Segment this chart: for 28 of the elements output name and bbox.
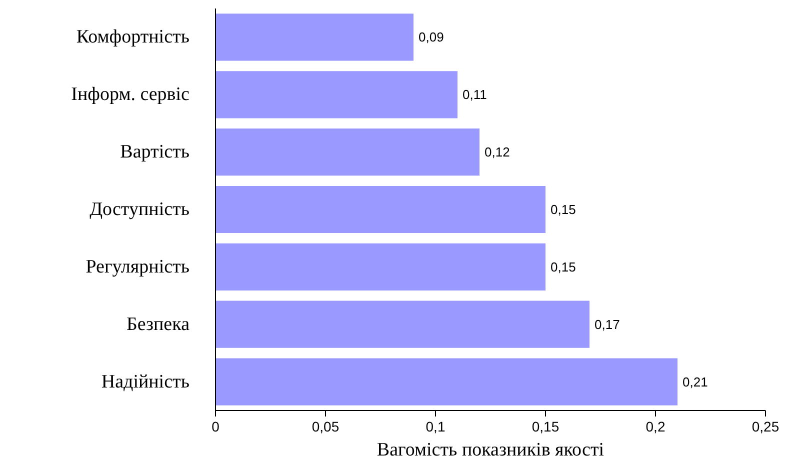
- y-tick-label: Доступність: [90, 199, 190, 220]
- bar: [216, 128, 480, 176]
- x-tick-label: 0,05: [312, 418, 340, 434]
- y-tick-label: Інформ. сервіс: [71, 84, 190, 106]
- x-axis-title: Вагомість показників якості: [376, 440, 604, 460]
- x-tick-label: 0,1: [426, 418, 446, 434]
- data-label: 0,21: [682, 374, 708, 390]
- x-tick-label: 0,25: [752, 418, 780, 434]
- data-label: 0,09: [418, 30, 444, 45]
- y-tick-label: Комфортність: [76, 26, 190, 48]
- data-label: 0,15: [550, 259, 576, 274]
- x-tick-label: 0,15: [532, 418, 560, 434]
- y-tick-label: Вартість: [120, 142, 190, 163]
- bar: [216, 14, 414, 61]
- x-tick-label: 0: [212, 418, 220, 434]
- bar: [216, 243, 546, 290]
- bar: [216, 358, 678, 406]
- bar: [216, 71, 458, 118]
- x-tick-label: 0,2: [646, 418, 666, 434]
- data-label: 0,11: [462, 87, 487, 102]
- bar: [216, 186, 546, 234]
- y-tick-label: Безпека: [126, 314, 190, 335]
- y-tick-label: Надійність: [101, 371, 190, 392]
- data-label: 0,12: [484, 144, 510, 160]
- data-label: 0,17: [594, 316, 620, 332]
- y-tick-label: Регулярність: [86, 256, 190, 278]
- data-label: 0,15: [550, 202, 576, 217]
- bar: [216, 300, 590, 348]
